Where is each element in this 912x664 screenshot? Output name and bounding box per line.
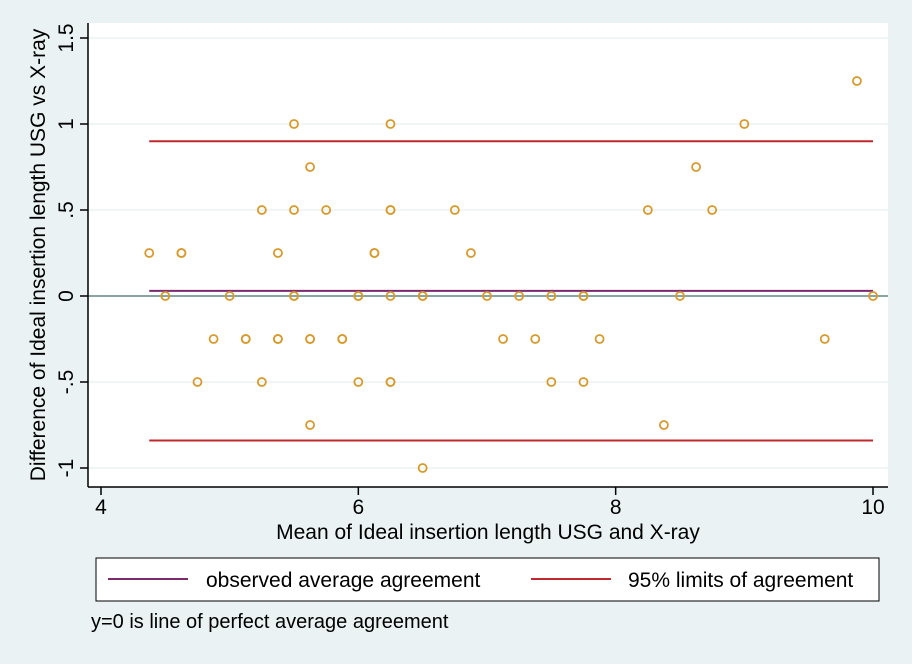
data-point: [707, 205, 718, 215]
data-point: [256, 377, 267, 387]
data-point: [578, 291, 589, 301]
y-tick-label: 1: [55, 118, 78, 130]
chart-note: y=0 is line of perfect average agreement: [91, 611, 449, 633]
data-point: [449, 205, 460, 215]
data-point: [353, 291, 364, 301]
data-point: [385, 377, 396, 387]
legend-label-observed: observed average agreement: [206, 569, 481, 592]
x-axis-ticks: 4 6 8 10: [95, 487, 885, 519]
data-point: [176, 248, 187, 258]
axes: [87, 23, 888, 488]
data-points: [144, 76, 878, 473]
reference-lines: [88, 140, 888, 442]
y-axis-label: Difference of Ideal insertion length USG…: [27, 28, 50, 481]
x-tick-label: 6: [352, 496, 364, 519]
legend-box: [95, 557, 880, 602]
data-point: [691, 162, 701, 172]
data-point: [417, 291, 428, 301]
data-point: [578, 377, 589, 387]
data-point: [305, 334, 315, 344]
y-tick-label: 0: [55, 290, 78, 302]
data-point: [160, 291, 171, 301]
data-point: [385, 205, 396, 215]
data-point: [321, 205, 332, 215]
x-tick-label: 10: [861, 496, 884, 519]
data-point: [466, 248, 476, 258]
data-point: [240, 334, 251, 344]
data-point: [192, 377, 203, 387]
y-tick-label: -.5: [55, 370, 78, 395]
data-point: [224, 291, 235, 301]
data-point: [385, 291, 396, 301]
y-tick-label: -1: [55, 459, 78, 478]
data-point: [675, 291, 685, 301]
data-point: [852, 76, 862, 86]
data-point: [369, 248, 380, 258]
data-point: [273, 334, 283, 344]
x-axis-label: Mean of Ideal insertion length USG and X…: [276, 521, 700, 544]
data-point: [289, 205, 299, 215]
data-point: [273, 248, 283, 258]
y-tick-label: 1.5: [55, 23, 78, 52]
data-point: [514, 291, 525, 301]
data-point: [819, 334, 830, 344]
data-point: [868, 291, 878, 301]
data-point: [337, 334, 348, 344]
data-point: [642, 205, 653, 215]
data-point: [659, 420, 669, 430]
data-point: [594, 334, 605, 344]
data-point: [305, 162, 315, 172]
data-point: [289, 119, 299, 129]
legend-label-limits: 95% limits of agreement: [628, 569, 853, 592]
data-point: [546, 377, 557, 387]
data-point: [546, 291, 557, 301]
data-point: [353, 377, 364, 387]
data-point: [417, 463, 428, 473]
plot-area: [88, 23, 888, 487]
data-point: [144, 248, 155, 258]
x-tick-label: 8: [610, 496, 622, 519]
data-point: [482, 291, 492, 301]
data-point: [305, 420, 315, 430]
data-point: [256, 205, 267, 215]
data-point: [289, 291, 299, 301]
y-tick-label: .5: [55, 201, 78, 219]
data-point: [385, 119, 396, 129]
x-tick-label: 4: [95, 496, 107, 519]
legend: observed average agreement 95% limits of…: [95, 557, 880, 602]
data-point: [739, 119, 750, 129]
data-point: [498, 334, 508, 344]
grid-lines: [88, 37, 888, 469]
data-point: [208, 334, 219, 344]
data-point: [530, 334, 541, 344]
y-axis-ticks: -1 -.5 0 .5 1 1.5: [55, 23, 88, 477]
